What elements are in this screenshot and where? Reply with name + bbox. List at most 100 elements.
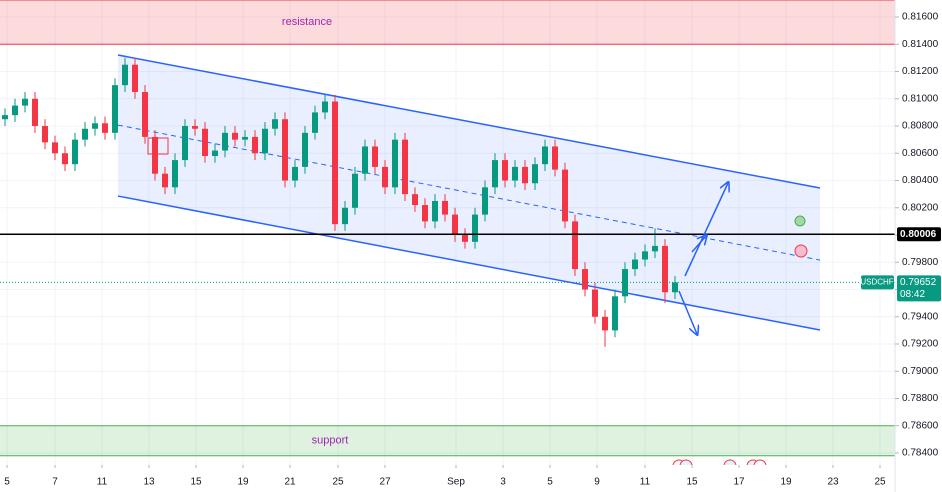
y-tick-label: 0.80400 (902, 175, 939, 186)
candle-body (12, 105, 18, 116)
candle-body (462, 235, 468, 242)
y-tick-label: 0.81400 (902, 39, 939, 50)
candle-body (152, 136, 158, 174)
x-tick-label: 21 (284, 477, 296, 488)
x-tick-label: 27 (379, 477, 391, 488)
x-tick-label: 25 (874, 477, 886, 488)
candle-body (342, 207, 348, 225)
candle-body (472, 214, 478, 242)
channel-fill (118, 55, 820, 330)
axis-bg (895, 0, 942, 492)
candle-body (82, 128, 88, 140)
x-tick-label: 15 (190, 477, 202, 488)
zone-label: support (312, 435, 349, 447)
candle-body (2, 115, 8, 120)
candle-body (172, 160, 178, 188)
candle-body (612, 296, 618, 331)
candle-body (572, 221, 578, 270)
y-tick-label: 0.80200 (902, 202, 939, 213)
candle-body (562, 169, 568, 222)
arrow-up (684, 183, 728, 277)
candle-body (272, 119, 278, 129)
candle-body (402, 139, 408, 195)
candle-body (112, 85, 118, 133)
candle-body (522, 166, 528, 184)
candle-body (512, 166, 518, 181)
candle-body (312, 112, 318, 133)
candle-body (602, 316, 608, 331)
zone (0, 0, 895, 45)
price-label-bg (897, 275, 941, 302)
x-tick-label: Sep (447, 477, 465, 488)
x-tick-label: 11 (640, 477, 651, 488)
axis-bg (0, 465, 895, 492)
y-tick-label: 0.78400 (902, 448, 939, 459)
candle-body (372, 146, 378, 167)
candle-body (652, 245, 658, 252)
candle-body (352, 173, 358, 208)
y-tick-label: 0.81000 (902, 93, 939, 104)
candle-body (662, 245, 668, 293)
zone (0, 425, 895, 456)
candle-body (442, 200, 448, 215)
candle-body (22, 98, 28, 106)
y-tick-label: 0.78800 (902, 393, 939, 404)
highlight-box (147, 137, 169, 155)
candle-body (192, 126, 198, 129)
candle-body (642, 251, 648, 260)
x-tick-label: 19 (237, 477, 249, 488)
x-tick-label: 7 (52, 477, 58, 488)
y-tick-label: 0.80800 (902, 121, 939, 132)
candle-body (292, 166, 298, 181)
y-tick-label: 0.81200 (902, 66, 939, 77)
channel-line (117, 54, 821, 189)
candle-body (32, 98, 38, 127)
price-label: 0.79652 (900, 277, 937, 288)
candle-body (212, 150, 218, 156)
candle-body (382, 166, 388, 188)
candle-body (232, 132, 238, 140)
level-label: 0.80006 (900, 229, 937, 240)
plot (0, 57, 895, 347)
candle-body (592, 289, 598, 317)
candle-body (552, 146, 558, 170)
y-tick-label: 0.79200 (902, 339, 939, 350)
x-tick-label: 5 (4, 477, 10, 488)
level-label-bg (897, 227, 941, 242)
x-tick-label: 15 (686, 477, 698, 488)
candle-body (482, 187, 488, 215)
x-tick-label: 25 (332, 477, 344, 488)
y-tick-label: 0.79800 (902, 257, 939, 268)
symbol-label: USDCHF (860, 278, 893, 287)
candle-body (492, 160, 498, 188)
x-tick-label: 23 (827, 477, 839, 488)
y-tick-label: 0.79400 (902, 311, 939, 322)
candle-body (392, 139, 398, 188)
arrow-up (691, 236, 706, 253)
candle-body (162, 173, 168, 188)
y-tick-label: 0.81600 (902, 12, 939, 23)
candle-body (92, 123, 98, 129)
x-tick-label: 13 (143, 477, 155, 488)
candle-body (322, 101, 328, 113)
y-tick-label: 0.80600 (902, 148, 939, 159)
candle-body (102, 123, 108, 133)
candle-body (432, 200, 438, 222)
candle-body (122, 64, 128, 86)
candle-body (242, 136, 248, 140)
candle-body (362, 146, 368, 174)
zone-label: resistance (282, 16, 332, 28)
arrow-down (678, 290, 697, 334)
marker-circle (794, 244, 808, 258)
marker-circle (794, 215, 806, 227)
candle-body (72, 139, 78, 165)
symbol-label-bg (861, 275, 894, 290)
candle-body (502, 160, 508, 181)
candle-body (262, 128, 268, 154)
x-tick-label: 11 (97, 477, 108, 488)
candle-body (542, 146, 548, 165)
candle-body (202, 128, 208, 156)
candle-body (452, 214, 458, 236)
candle-body (132, 64, 138, 92)
